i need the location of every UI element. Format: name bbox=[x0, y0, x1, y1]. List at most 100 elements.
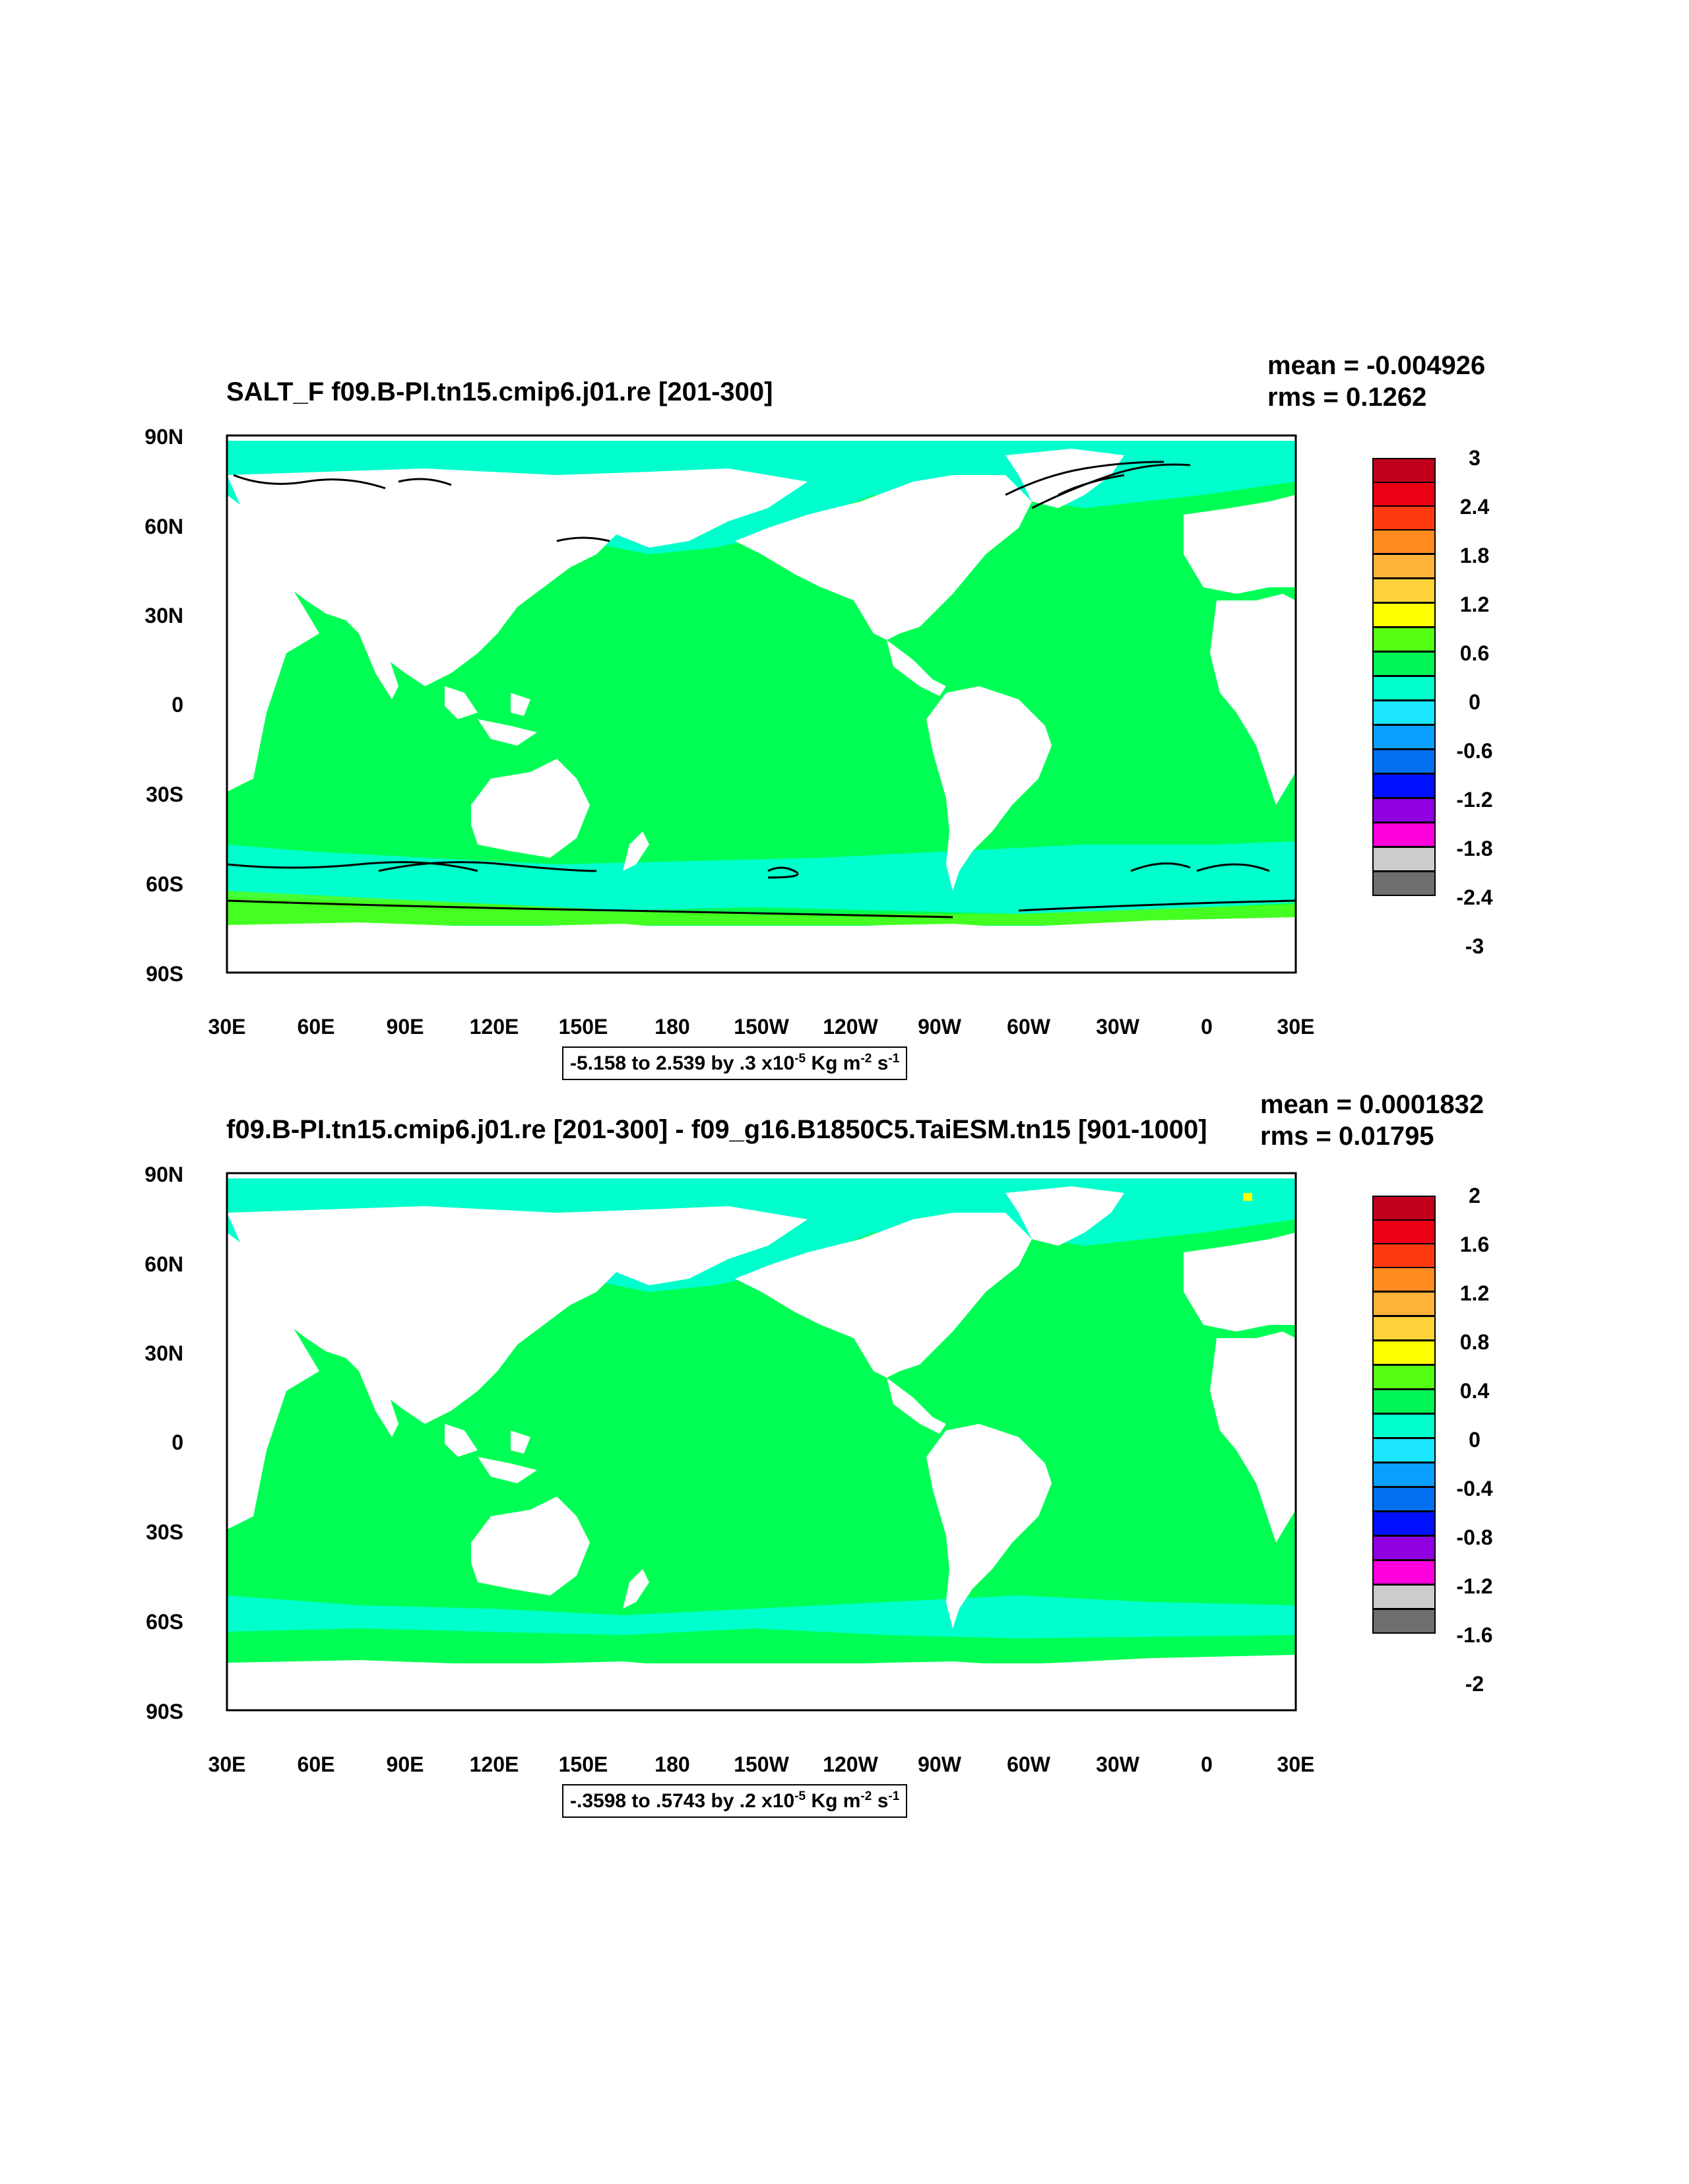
range-kg: Kg m bbox=[811, 1052, 861, 1074]
cb1-label-1: 2.4 bbox=[1459, 495, 1490, 519]
cb2-box-1 bbox=[1372, 1219, 1436, 1244]
panel-2-xlabel-30e-end: 30E bbox=[1277, 1752, 1315, 1776]
cb2-label-9: -1.6 bbox=[1456, 1623, 1493, 1647]
panel-2-ylabel-0: 0 bbox=[172, 1430, 183, 1454]
cb1-box-16 bbox=[1372, 847, 1436, 872]
cb2-label-7: -0.8 bbox=[1456, 1526, 1493, 1549]
panel-1-xlabel-30w: 30W bbox=[1096, 1015, 1139, 1039]
cb1-box-14 bbox=[1372, 798, 1436, 823]
cb1-label-10: -3 bbox=[1465, 934, 1484, 958]
cb2-box-16 bbox=[1372, 1584, 1436, 1609]
panel-1-rms: rms = 0.1262 bbox=[1267, 383, 1427, 412]
panel-2-ylabel-30s: 30S bbox=[146, 1520, 183, 1544]
panel-2-xlabel-30w: 30W bbox=[1096, 1752, 1139, 1776]
cb2-box-12 bbox=[1372, 1487, 1436, 1512]
cb2-label-10: -2 bbox=[1465, 1672, 1484, 1696]
panel-1-ylabel-60s: 60S bbox=[146, 872, 183, 896]
cb1-label-4: 0.6 bbox=[1459, 641, 1490, 665]
panel-1-map bbox=[226, 434, 1297, 974]
cb2-box-5 bbox=[1372, 1316, 1436, 1341]
panel-1-xlabel-150w: 150W bbox=[734, 1015, 789, 1039]
cb1-label-7: -1.2 bbox=[1456, 788, 1493, 812]
cb1-box-1 bbox=[1372, 482, 1436, 507]
range-s: s bbox=[877, 1790, 889, 1812]
panel-2-xlabel-30e: 30E bbox=[208, 1752, 246, 1776]
panel-2-ylabel-90s: 90S bbox=[146, 1700, 183, 1723]
panel-2-map bbox=[226, 1172, 1297, 1712]
panel-2-ylabel-60s: 60S bbox=[146, 1610, 183, 1634]
cb2-box-8 bbox=[1372, 1389, 1436, 1414]
cb1-box-12 bbox=[1372, 749, 1436, 774]
range-kg: Kg m bbox=[811, 1790, 861, 1812]
panel-2-ylabel-60n: 60N bbox=[144, 1252, 183, 1276]
cb2-box-11 bbox=[1372, 1462, 1436, 1487]
cb1-box-15 bbox=[1372, 822, 1436, 847]
cb2-box-2 bbox=[1372, 1243, 1436, 1268]
cb2-label-2: 1.2 bbox=[1459, 1281, 1490, 1305]
panel-2-ylabel-30n: 30N bbox=[144, 1341, 183, 1365]
panel-1-ylabel-60n: 60N bbox=[144, 515, 183, 538]
cb2-box-17 bbox=[1372, 1609, 1436, 1634]
panel-2-title: f09.B-PI.tn15.cmip6.j01.re [201-300] - f… bbox=[226, 1115, 1207, 1144]
panel-2-range-text: -.3598 to .5743 by .2 x10 bbox=[570, 1790, 795, 1812]
cb2-box-15 bbox=[1372, 1560, 1436, 1585]
panel-1-xlabel-60w: 60W bbox=[1007, 1015, 1050, 1039]
panel-1-ylabel-30n: 30N bbox=[144, 604, 183, 627]
panel-1-xlabel-150e: 150E bbox=[558, 1015, 608, 1039]
panel-2-xlabel-120e: 120E bbox=[469, 1752, 519, 1776]
panel-2-xlabel-60w: 60W bbox=[1007, 1752, 1050, 1776]
panel-1-xlabel-0: 0 bbox=[1201, 1015, 1213, 1039]
cb1-label-2: 1.8 bbox=[1459, 544, 1490, 567]
cb2-label-5: 0 bbox=[1469, 1428, 1481, 1452]
panel-1-ylabel-0: 0 bbox=[172, 693, 183, 717]
cb2-box-7 bbox=[1372, 1365, 1436, 1390]
cb2-label-4: 0.4 bbox=[1459, 1379, 1490, 1403]
cb2-box-3 bbox=[1372, 1267, 1436, 1292]
range-m-exp: -2 bbox=[860, 1052, 872, 1066]
panel-1-title: SALT_F f09.B-PI.tn15.cmip6.j01.re [201-3… bbox=[226, 377, 773, 406]
cb2-box-0 bbox=[1372, 1196, 1436, 1221]
cb2-label-0: 2 bbox=[1469, 1184, 1481, 1207]
cb2-box-4 bbox=[1372, 1291, 1436, 1316]
panel-1-xlabel-90e: 90E bbox=[386, 1015, 424, 1039]
cb1-label-6: -0.6 bbox=[1456, 739, 1493, 763]
cb2-label-8: -1.2 bbox=[1456, 1574, 1493, 1598]
panel-1-ylabel-90s: 90S bbox=[146, 962, 183, 986]
panel-2-xlabel-150w: 150W bbox=[734, 1752, 789, 1776]
cb2-box-14 bbox=[1372, 1535, 1436, 1560]
panel-1-map-svg bbox=[226, 434, 1297, 974]
range-exponent: -5 bbox=[794, 1789, 806, 1803]
cb1-label-5: 0 bbox=[1469, 690, 1481, 714]
panel-2-map-svg bbox=[226, 1172, 1297, 1712]
panel-1-xlabel-30e: 30E bbox=[208, 1015, 246, 1039]
cb2-box-6 bbox=[1372, 1340, 1436, 1365]
cb2-box-13 bbox=[1372, 1511, 1436, 1536]
panel-1-range-text: -5.158 to 2.539 by .3 x10 bbox=[570, 1052, 795, 1074]
panel-2-xlabel-0: 0 bbox=[1201, 1752, 1213, 1776]
panel-2-range-box: -.3598 to .5743 by .2 x10-5 Kg m-2 s-1 bbox=[562, 1784, 908, 1818]
cb2-label-6: -0.4 bbox=[1456, 1477, 1493, 1500]
cb1-box-3 bbox=[1372, 529, 1436, 554]
panel-2-rms: rms = 0.01795 bbox=[1260, 1122, 1434, 1151]
panel-1-xlabel-120w: 120W bbox=[823, 1015, 878, 1039]
panel-2-xlabel-60e: 60E bbox=[297, 1752, 335, 1776]
panel-2-xlabel-120w: 120W bbox=[823, 1752, 878, 1776]
range-s: s bbox=[877, 1052, 889, 1074]
panel-1-xlabel-120e: 120E bbox=[469, 1015, 519, 1039]
cb1-label-3: 1.2 bbox=[1459, 593, 1490, 616]
panel-2-xlabel-150e: 150E bbox=[558, 1752, 608, 1776]
panel-2-xlabel-90w: 90W bbox=[918, 1752, 961, 1776]
panel-1-xlabel-30e-end: 30E bbox=[1277, 1015, 1315, 1039]
panel-1-range-box: -5.158 to 2.539 by .3 x10-5 Kg m-2 s-1 bbox=[562, 1046, 908, 1080]
cb2-label-3: 0.8 bbox=[1459, 1330, 1490, 1354]
panel-1-ylabel-90n: 90N bbox=[144, 425, 183, 449]
cb2-label-1: 1.6 bbox=[1459, 1233, 1490, 1256]
cb1-label-8: -1.8 bbox=[1456, 837, 1493, 860]
panel-1-xlabel-180: 180 bbox=[654, 1015, 690, 1039]
cb1-label-0: 3 bbox=[1469, 446, 1481, 470]
panel-2-mean: mean = 0.0001832 bbox=[1260, 1090, 1484, 1119]
range-m-exp: -2 bbox=[860, 1789, 872, 1803]
panel-1-contours bbox=[226, 461, 1296, 918]
panel-1-ylabel-30s: 30S bbox=[146, 783, 183, 806]
panel-1-xlabel-90w: 90W bbox=[918, 1015, 961, 1039]
